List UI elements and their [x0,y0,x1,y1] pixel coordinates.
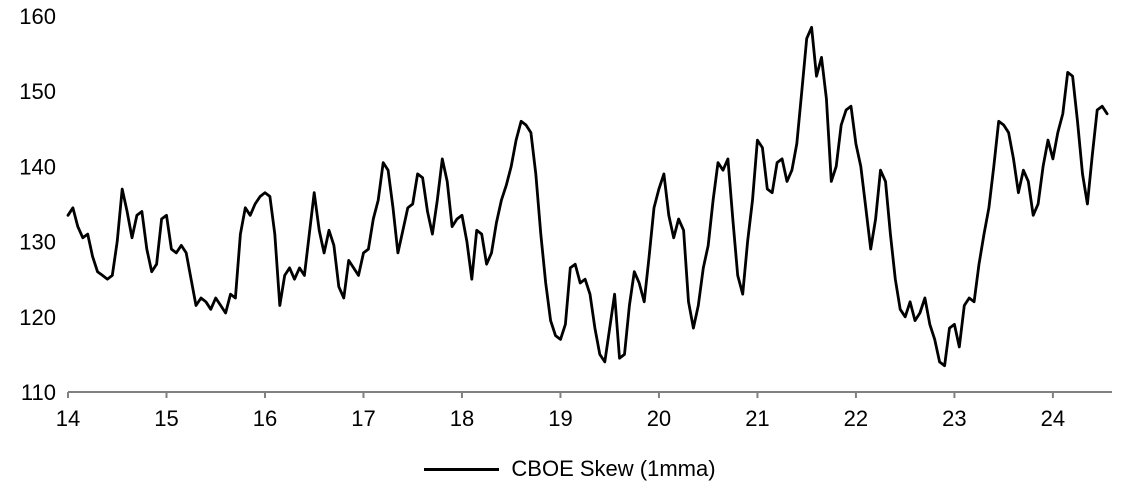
x-tick-label: 16 [253,406,277,431]
legend-label: CBOE Skew (1mma) [511,456,716,481]
x-tick-label: 17 [351,406,375,431]
y-tick-label: 150 [19,79,56,104]
y-tick-label: 160 [19,4,56,29]
x-tick-label: 19 [548,406,572,431]
x-tick-label: 21 [745,406,769,431]
chart-legend: CBOE Skew (1mma) [0,458,1140,480]
y-tick-label: 140 [19,154,56,179]
x-tick-label: 20 [647,406,671,431]
y-tick-label: 130 [19,230,56,255]
legend-line-sample [424,467,500,471]
x-tick-label: 15 [154,406,178,431]
y-tick-label: 120 [19,305,56,330]
x-tick-label: 23 [942,406,966,431]
y-tick-label: 110 [21,380,56,405]
x-tick-label: 22 [844,406,868,431]
x-tick-label: 24 [1041,406,1065,431]
series-line [66,25,1109,368]
x-tick-label: 18 [450,406,474,431]
x-tick-label: 14 [56,406,80,431]
